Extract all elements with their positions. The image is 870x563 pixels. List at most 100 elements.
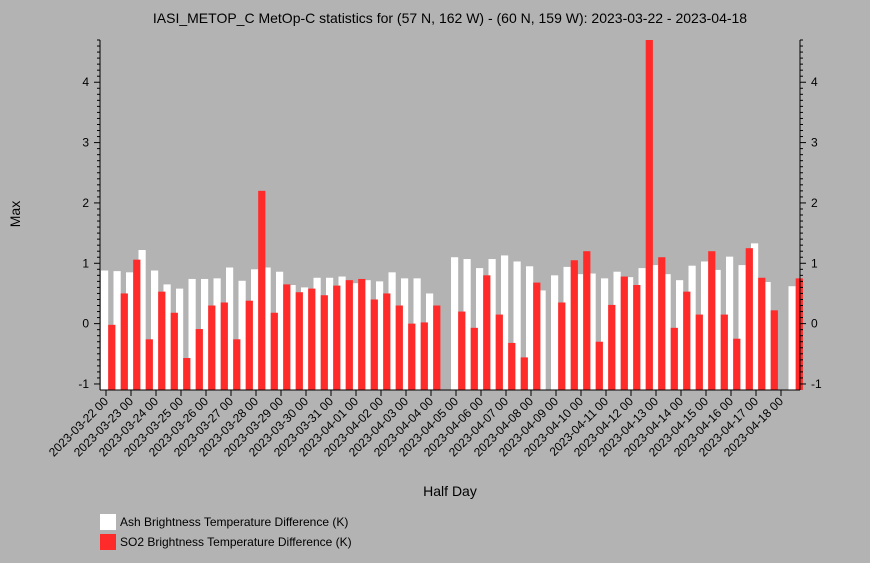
- so2-bar: [645, 40, 653, 390]
- chart-title: IASI_METOP_C MetOp-C statistics for (57 …: [153, 10, 747, 26]
- ash-bar: [526, 266, 534, 390]
- so2-bar: [420, 322, 428, 390]
- so2-bar: [245, 300, 253, 390]
- ash-bar: [426, 293, 434, 390]
- so2-bar: [308, 288, 316, 390]
- ash-bar: [588, 273, 596, 390]
- ash-bar: [513, 261, 521, 390]
- ash-bar: [476, 268, 484, 390]
- bars-group: [101, 40, 803, 390]
- so2-bar: [220, 302, 228, 390]
- ash-bar: [613, 271, 621, 390]
- legend-item-ash: Ash Brightness Temperature Difference (K…: [100, 512, 352, 532]
- y-tick-label-right: 1: [811, 256, 818, 270]
- ash-bar: [138, 250, 146, 390]
- y-tick-label-left: 2: [82, 196, 89, 210]
- ash-bar: [451, 257, 459, 390]
- legend-swatch-ash: [100, 514, 116, 530]
- so2-bar: [708, 251, 716, 390]
- ash-bar: [676, 280, 684, 390]
- so2-bar: [533, 282, 541, 390]
- so2-bar: [345, 280, 353, 390]
- so2-bar: [470, 327, 478, 390]
- so2-bar: [570, 260, 578, 390]
- so2-bar: [683, 291, 691, 390]
- so2-bar: [358, 278, 366, 390]
- y-tick-label-right: 3: [811, 136, 818, 150]
- ash-bar: [626, 277, 634, 390]
- so2-bar: [120, 293, 128, 390]
- ash-bar: [688, 265, 696, 390]
- legend-swatch-so2: [100, 534, 116, 550]
- so2-bar: [483, 275, 491, 390]
- so2-bar: [620, 276, 628, 390]
- so2-bar: [370, 299, 378, 390]
- ash-bar: [388, 272, 396, 390]
- legend-label-ash: Ash Brightness Temperature Difference (K…: [120, 515, 349, 529]
- y-tick-label-left: 1: [82, 256, 89, 270]
- ash-bar: [651, 265, 659, 390]
- x-axis-label: Half Day: [423, 483, 477, 499]
- ash-bar: [751, 243, 759, 390]
- so2-bar: [383, 293, 391, 390]
- ash-bar: [226, 267, 234, 390]
- so2-bar: [758, 277, 766, 390]
- y-tick-label-left: 3: [82, 136, 89, 150]
- ash-bar: [563, 266, 571, 390]
- so2-bar: [633, 285, 641, 390]
- ash-bar: [413, 278, 421, 390]
- so2-bar: [458, 311, 466, 390]
- ash-bar: [301, 287, 309, 390]
- so2-bar: [670, 327, 678, 390]
- so2-bar: [745, 248, 753, 390]
- so2-bar: [695, 314, 703, 390]
- ash-bar: [401, 278, 409, 390]
- y-tick-label-right: -1: [811, 377, 822, 391]
- ash-bar: [538, 290, 546, 390]
- so2-bar: [183, 358, 191, 390]
- so2-bar: [595, 341, 603, 390]
- so2-bar: [408, 323, 416, 390]
- so2-bar: [520, 357, 528, 390]
- y-tick-label-right: 4: [811, 75, 818, 89]
- y-tick-label-right: 2: [811, 196, 818, 210]
- so2-bar: [320, 295, 328, 390]
- ash-bar: [238, 280, 246, 390]
- so2-bar: [233, 339, 241, 390]
- so2-bar: [608, 304, 616, 390]
- ash-bar: [551, 275, 559, 390]
- so2-bar: [145, 339, 153, 390]
- ash-bar: [663, 274, 671, 390]
- ash-bar: [176, 288, 184, 390]
- y-tick-label-left: -1: [78, 377, 89, 391]
- so2-bar: [658, 257, 666, 390]
- ash-bar: [288, 285, 296, 390]
- y-axis-label: Max: [7, 201, 23, 227]
- ash-bar: [713, 269, 721, 390]
- so2-bar: [508, 342, 516, 390]
- so2-bar: [133, 259, 141, 390]
- ash-bar: [701, 261, 709, 390]
- ash-bar: [726, 256, 734, 390]
- legend-item-so2: SO2 Brightness Temperature Difference (K…: [100, 532, 352, 552]
- so2-bar: [433, 305, 441, 390]
- so2-bar: [170, 312, 178, 390]
- so2-bar: [158, 291, 166, 390]
- ash-bar: [351, 283, 359, 390]
- ash-bar: [738, 265, 746, 390]
- y-tick-label-left: 4: [82, 75, 89, 89]
- ash-bar: [326, 277, 334, 390]
- so2-bar: [195, 329, 203, 390]
- ash-bar: [763, 281, 771, 390]
- ash-bar: [488, 259, 496, 390]
- so2-bar: [270, 312, 278, 390]
- ash-bar: [126, 272, 134, 390]
- so2-bar: [583, 251, 591, 390]
- ash-bar: [638, 268, 646, 390]
- so2-bar: [258, 190, 266, 390]
- so2-bar: [333, 285, 341, 390]
- so2-bar: [770, 310, 778, 390]
- legend-label-so2: SO2 Brightness Temperature Difference (K…: [120, 535, 352, 549]
- ash-bar: [251, 269, 259, 390]
